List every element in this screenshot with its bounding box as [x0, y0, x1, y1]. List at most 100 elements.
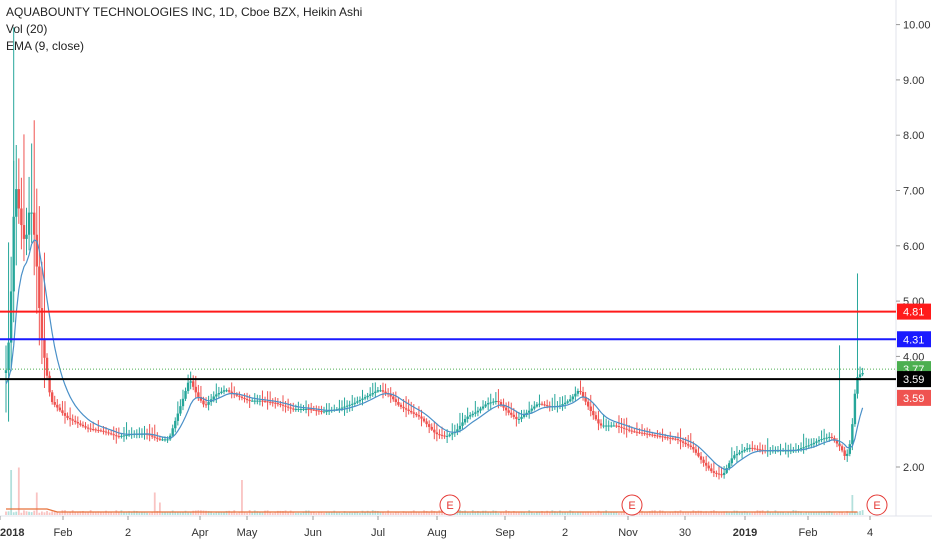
candle-body	[812, 442, 816, 445]
candle-body	[663, 436, 667, 438]
volume-bar	[158, 502, 161, 515]
volume-bar	[171, 510, 174, 515]
candle-body	[530, 408, 533, 411]
volume-bar	[187, 512, 189, 515]
candle-body	[753, 448, 757, 450]
price-tag	[897, 371, 931, 388]
volume-bar	[53, 511, 56, 515]
volume-bar	[405, 511, 407, 515]
volume-bar	[533, 512, 536, 515]
candle-body	[425, 421, 428, 425]
volume-bar	[228, 510, 231, 515]
candle-body	[417, 415, 421, 417]
candle-body	[284, 405, 287, 407]
candle-body	[7, 342, 10, 371]
candle-body	[620, 426, 623, 428]
volume-bar	[797, 511, 800, 515]
candle-body	[492, 401, 495, 403]
candle-body	[43, 338, 46, 358]
volume-bar	[582, 512, 584, 515]
candle-body	[848, 444, 851, 454]
candle-body	[327, 410, 331, 412]
volume-bar	[512, 510, 515, 515]
candle-body	[30, 212, 33, 214]
volume-bar	[695, 511, 697, 515]
volume-bar	[469, 512, 472, 515]
candle-body	[828, 436, 831, 438]
candle-body	[607, 425, 610, 427]
volume-bar	[494, 510, 497, 515]
candle-body	[68, 417, 72, 420]
volume-bar	[646, 512, 649, 515]
candle-body	[497, 400, 500, 403]
volume-bar	[207, 511, 210, 515]
volume-bar	[5, 511, 7, 515]
candle-body	[484, 404, 487, 407]
candle-body	[102, 430, 105, 432]
earnings-marker[interactable]	[866, 494, 888, 516]
volume-bar	[856, 511, 859, 515]
volume-bar	[825, 511, 828, 515]
volume-bar	[312, 511, 315, 515]
candle-body	[561, 404, 564, 406]
candle-body	[81, 424, 85, 427]
candle-body	[397, 402, 400, 405]
candle-body	[15, 189, 18, 217]
time-axis-label: May	[237, 527, 258, 539]
level-price-tag-label: 4.81	[903, 307, 924, 319]
candle-body	[689, 445, 692, 447]
volume-bar	[579, 511, 582, 515]
candle-body	[522, 414, 526, 417]
level-price-tag	[897, 303, 931, 320]
candle-body	[710, 468, 713, 472]
volume-bar	[253, 510, 256, 515]
candle-body	[192, 381, 195, 387]
earnings-marker[interactable]	[439, 494, 461, 516]
candle-body	[471, 413, 474, 416]
time-axis-label: 2	[125, 527, 131, 539]
candle-body	[389, 394, 392, 397]
candle-body	[89, 428, 92, 430]
candle-body	[256, 400, 259, 402]
candle-body	[807, 445, 810, 447]
candle-body	[756, 448, 759, 450]
volume-bar	[151, 511, 154, 515]
time-axis-label: Aug	[427, 527, 447, 539]
volume-bar	[41, 511, 43, 515]
earnings-marker[interactable]	[621, 494, 643, 516]
volume-bar	[238, 511, 241, 515]
candle-body	[153, 436, 156, 438]
candle-body	[158, 438, 162, 440]
volume-bar	[548, 512, 551, 515]
volume-bar	[79, 511, 82, 515]
candle-body	[174, 420, 177, 429]
candle-body	[433, 429, 436, 433]
volume-bar	[602, 511, 605, 515]
volume-bar	[854, 512, 856, 515]
volume-bar	[861, 510, 864, 515]
volume-bar	[571, 511, 574, 515]
volume-bar	[597, 510, 600, 515]
volume-bar	[456, 511, 459, 515]
volume-bar	[502, 511, 505, 515]
candle-body	[312, 409, 315, 411]
volume-bar	[43, 512, 46, 515]
volume-bar	[802, 512, 805, 515]
volume-bar	[217, 511, 220, 515]
volume-bar	[615, 511, 618, 515]
time-axis-label: Feb	[54, 527, 73, 539]
volume-bar	[564, 511, 567, 515]
candle-body	[651, 434, 654, 436]
volume-bar	[553, 511, 556, 515]
volume-bar	[343, 511, 346, 515]
volume-bar	[169, 511, 172, 515]
volume-bar	[669, 512, 672, 515]
candle-body	[758, 449, 762, 451]
volume-bar	[666, 512, 669, 515]
volume-bar	[289, 510, 292, 515]
volume-bar	[730, 511, 733, 515]
volume-bar	[651, 510, 654, 515]
volume-bar	[751, 512, 754, 515]
candle-body	[420, 416, 423, 419]
